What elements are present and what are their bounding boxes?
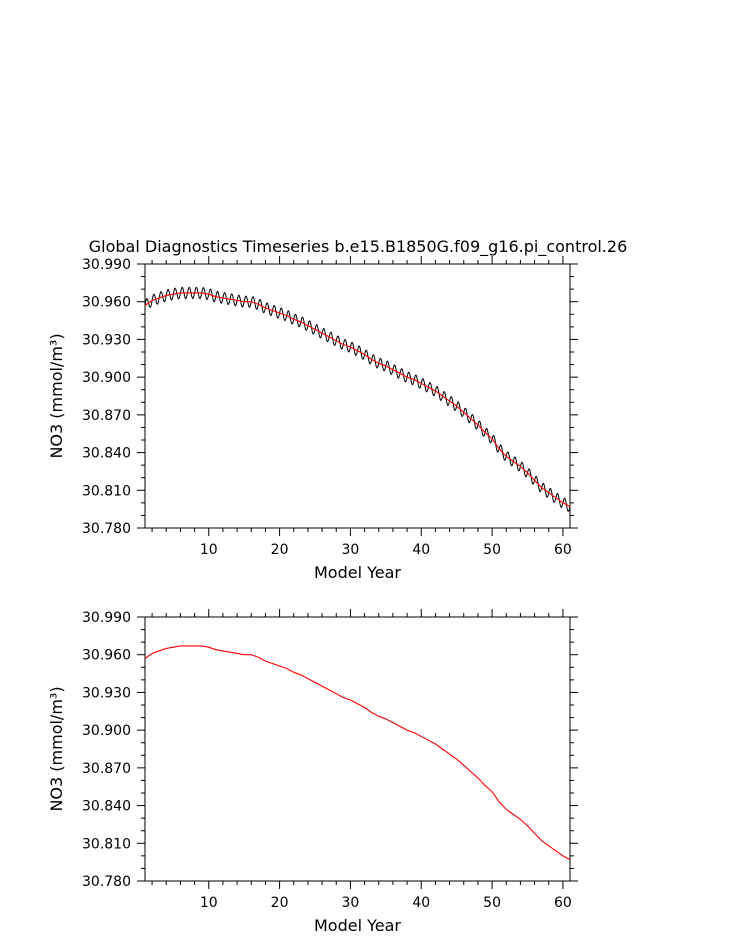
x-tick-label: 50 [483, 895, 501, 911]
y-tick-label: 30.840 [82, 446, 131, 462]
timeseries-panel-annual: 10 20 30 40 50 60 30.780 30.810 30.840 30.870 30.9… [47, 609, 578, 935]
x-tick-label: 20 [271, 895, 289, 911]
x-axis-label: Model Year [314, 563, 401, 582]
x-tick-label: 20 [271, 542, 289, 558]
x-tick-label: 10 [200, 895, 218, 911]
y-tick-label: 30.840 [82, 799, 131, 815]
plot-frame [144, 616, 571, 882]
series-line-annual [144, 645, 571, 861]
y-tick-label: 30.810 [82, 483, 131, 499]
y-tick-label: 30.960 [82, 295, 131, 311]
y-tick-label: 30.780 [82, 874, 131, 890]
y-axis-label: NO3 (mmol/m³) [47, 333, 66, 458]
y-axis-label: NO3 (mmol/m³) [47, 686, 66, 811]
x-tick-label: 10 [200, 542, 218, 558]
x-tick-label: 40 [412, 895, 430, 911]
series-line-annual [144, 292, 571, 508]
series-line-monthly [144, 286, 571, 512]
y-tick-label: 30.870 [82, 408, 131, 424]
plot-frame [144, 263, 571, 529]
y-tick-label: 30.930 [82, 685, 131, 701]
y-tick-label: 30.930 [82, 332, 131, 348]
x-tick-label: 60 [554, 542, 572, 558]
y-tick-label: 30.870 [82, 761, 131, 777]
y-tick-label: 30.810 [82, 836, 131, 852]
chart-title: Global Diagnostics Timeseries b.e15.B185… [89, 237, 628, 257]
y-tick-label: 30.990 [82, 610, 131, 626]
y-tick-label: 30.900 [82, 723, 131, 739]
x-axis-label: Model Year [314, 916, 401, 935]
y-tick-label: 30.960 [82, 648, 131, 664]
x-tick-label: 40 [412, 542, 430, 558]
timeseries-panel-monthly: 10 20 30 40 50 60 30.780 30.810 30.840 30.870 30.9… [47, 256, 578, 582]
y-tick-label: 30.900 [82, 370, 131, 386]
y-tick-label: 30.780 [82, 521, 131, 537]
x-tick-label: 60 [554, 895, 572, 911]
x-tick-label: 30 [342, 895, 360, 911]
y-tick-label: 30.990 [82, 257, 131, 273]
x-tick-label: 50 [483, 542, 501, 558]
x-tick-label: 30 [342, 542, 360, 558]
